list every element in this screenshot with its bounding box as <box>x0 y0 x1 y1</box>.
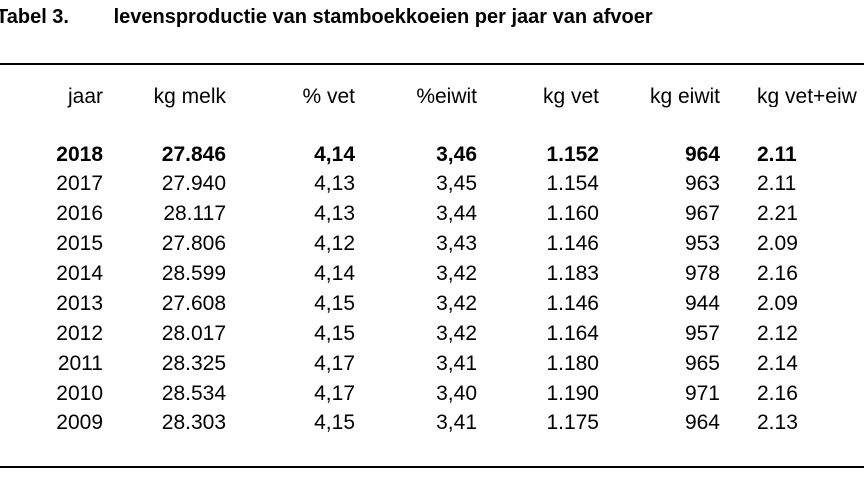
table-cell-pct-eiwit: 3,44 <box>436 202 477 225</box>
table-cell-kg-vet-eiwit: 2.14 <box>757 353 798 374</box>
table-cell-pct-vet: 4,17 <box>314 382 355 405</box>
column-header-kg-vet: kg vet <box>542 85 599 108</box>
table-cell-kg-eiwit: 953 <box>684 232 720 255</box>
table-cell-kg-vet-eiwit: 2.11 <box>757 144 797 165</box>
table-top-rule <box>0 63 864 65</box>
table-cell-kg-vet-eiwit: 2.16 <box>757 383 798 404</box>
table-cell-pct-vet: 4,12 <box>314 232 355 255</box>
table-cell-kg-vet: 1.190 <box>546 382 599 405</box>
table-cell-pct-eiwit: 3,40 <box>436 382 477 405</box>
table-cell-kg-melk: 28.534 <box>161 382 226 405</box>
table-cell-kg-eiwit: 957 <box>684 322 720 345</box>
table-cell-pct-vet: 4,15 <box>314 292 355 315</box>
table-cell-pct-vet: 4,14 <box>314 143 355 166</box>
table-cell-pct-eiwit: 3,42 <box>436 292 477 315</box>
table-cell-kg-vet: 1.164 <box>546 322 599 345</box>
table-cell-kg-melk: 28.325 <box>161 352 226 375</box>
table-cell-pct-vet: 4,13 <box>314 172 355 195</box>
table-cell-kg-vet-eiwit: 2.09 <box>757 233 798 254</box>
table-cell-kg-vet: 1.154 <box>546 172 599 195</box>
table-cell-pct-eiwit: 3,42 <box>436 322 477 345</box>
column-header-pct-vet: % vet <box>302 85 355 108</box>
table-cell-kg-melk: 28.017 <box>161 322 226 345</box>
table-cell-pct-vet: 4,14 <box>314 262 355 285</box>
column-header-kg-melk: kg melk <box>153 85 226 108</box>
table-cell-pct-eiwit: 3,43 <box>436 232 477 255</box>
table-cell-kg-vet: 1.175 <box>546 411 599 434</box>
table-cell-kg-vet-eiwit: 2.13 <box>757 412 798 433</box>
table-cell-kg-vet-eiwit: 2.12 <box>757 323 798 344</box>
table-number: Tabel 3. <box>0 6 69 28</box>
table-cell-jaar: 2018 <box>56 143 103 166</box>
table-cell-jaar: 2009 <box>56 411 103 434</box>
table-cell-kg-vet: 1.183 <box>546 262 599 285</box>
column-header-kg-eiwit: kg eiwit <box>649 85 720 108</box>
table-cell-kg-vet-eiwit: 2.16 <box>757 263 798 284</box>
table-cell-jaar: 2011 <box>57 352 103 375</box>
table-cell-pct-eiwit: 3,45 <box>436 172 477 195</box>
column-header-pct-eiwit: %eiwit <box>416 85 477 108</box>
table-cell-kg-melk: 28.599 <box>161 262 226 285</box>
table-cell-kg-eiwit: 967 <box>684 202 720 225</box>
table-cell-jaar: 2012 <box>56 322 103 345</box>
table-caption: levensproductie van stamboekkoeien per j… <box>113 6 653 28</box>
table-cell-kg-eiwit: 978 <box>684 262 720 285</box>
column-header-kg-vet-eiwit: kg vet+eiw <box>757 86 857 107</box>
table-cell-kg-eiwit: 971 <box>684 382 720 405</box>
table-cell-kg-eiwit: 964 <box>684 411 720 434</box>
table-cell-pct-vet: 4,17 <box>314 352 355 375</box>
table-bottom-rule <box>0 466 864 468</box>
table-cell-kg-vet-eiwit: 2.11 <box>757 173 797 194</box>
table-cell-jaar: 2017 <box>56 172 103 195</box>
table-cell-pct-eiwit: 3,46 <box>436 143 477 166</box>
table-cell-pct-vet: 4,15 <box>314 411 355 434</box>
table-cell-pct-eiwit: 3,41 <box>436 352 477 375</box>
table-cell-kg-vet-eiwit: 2.09 <box>757 293 798 314</box>
table-cell-kg-vet: 1.146 <box>546 232 599 255</box>
table-cell-jaar: 2010 <box>56 382 103 405</box>
table-cell-kg-vet: 1.152 <box>546 143 599 166</box>
table-cell-kg-eiwit: 964 <box>684 143 720 166</box>
table-cell-jaar: 2015 <box>56 232 103 255</box>
table-cell-pct-vet: 4,13 <box>314 202 355 225</box>
table-cell-kg-vet-eiwit: 2.21 <box>757 203 798 224</box>
table-cell-kg-melk: 27.608 <box>161 292 226 315</box>
column-header-jaar: jaar <box>67 85 103 108</box>
table-cell-kg-melk: 27.846 <box>161 143 226 166</box>
table-cell-kg-eiwit: 965 <box>684 352 720 375</box>
table-title: Tabel 3. levensproductie van stamboekkoe… <box>0 6 653 29</box>
table-cell-kg-vet: 1.180 <box>546 352 599 375</box>
table-cell-kg-melk: 28.303 <box>161 411 226 434</box>
table-cell-pct-eiwit: 3,42 <box>436 262 477 285</box>
table-cell-kg-melk: 27.806 <box>161 232 226 255</box>
table-cell-kg-vet: 1.146 <box>546 292 599 315</box>
table-cell-pct-eiwit: 3,41 <box>436 411 477 434</box>
table-cell-kg-melk: 27.940 <box>161 172 226 195</box>
table-cell-kg-eiwit: 963 <box>684 172 720 195</box>
table-cell-jaar: 2013 <box>56 292 103 315</box>
table-cell-kg-vet: 1.160 <box>546 202 599 225</box>
table-cell-kg-melk: 28.117 <box>163 202 226 225</box>
table-cell-kg-eiwit: 944 <box>684 292 720 315</box>
table-cell-jaar: 2014 <box>56 262 103 285</box>
table-cell-jaar: 2016 <box>56 202 103 225</box>
table-cell-pct-vet: 4,15 <box>314 322 355 345</box>
